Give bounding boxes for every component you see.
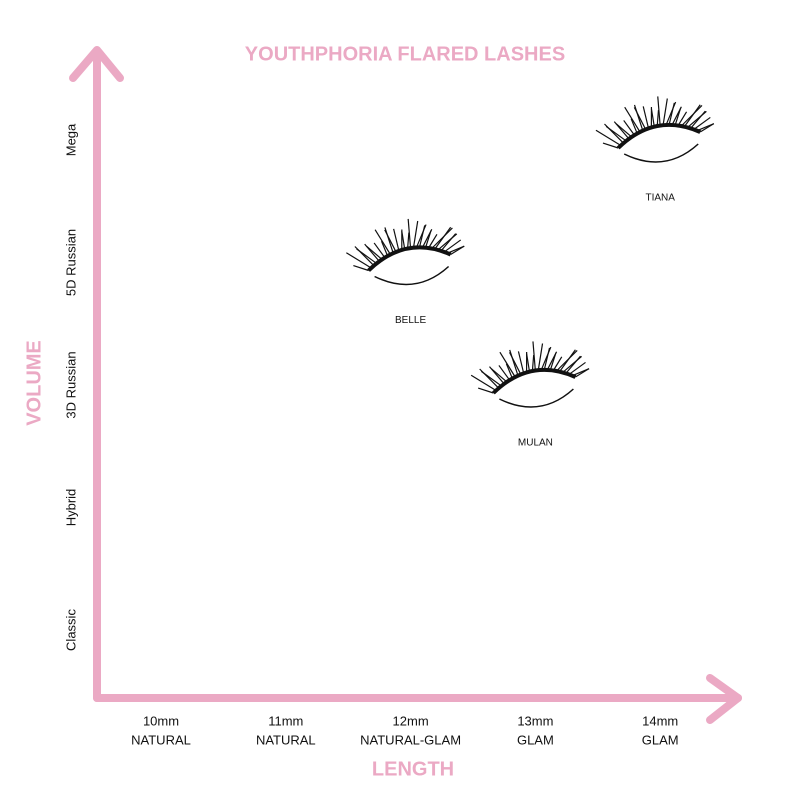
x-tick-label: NATURAL-GLAM (360, 732, 461, 747)
lash-strand (443, 239, 462, 253)
lash-strand (674, 107, 682, 126)
lash-strand (656, 110, 660, 127)
lower-lid (623, 143, 699, 163)
lash-strand (373, 242, 386, 258)
lash-strand (393, 228, 400, 251)
y-tick-label: 5D Russian (63, 229, 78, 296)
lash-strand (549, 352, 557, 371)
lash-strand (418, 225, 426, 248)
lash-strand (407, 232, 410, 249)
lash-strand (434, 226, 452, 250)
lash-strand (407, 218, 412, 249)
x-tick-label: 14mm (642, 713, 678, 728)
lash-strand (605, 125, 627, 142)
lash-point (470, 341, 590, 408)
lash-strand (595, 129, 622, 147)
lash-strand (630, 118, 638, 134)
lower-lid (374, 265, 450, 286)
x-tick-label: 10mm (143, 713, 179, 728)
lash-strand (499, 351, 516, 378)
lash-strand (693, 116, 711, 130)
lash-strand (490, 368, 508, 383)
lash-strand (633, 107, 647, 130)
lash-strand (374, 229, 391, 255)
y-tick-label: Mega (63, 123, 78, 156)
lash-strand (366, 245, 383, 260)
lash-strand (568, 361, 586, 375)
lash-point (346, 218, 465, 286)
y-tick-label: Hybrid (63, 489, 78, 527)
lash-strand (602, 142, 619, 149)
lash-strand (537, 343, 544, 371)
lash-strand (412, 220, 419, 248)
lash-strand (559, 349, 576, 372)
x-arrow (706, 674, 742, 724)
lash-strand (346, 252, 372, 269)
lash-strand (380, 240, 389, 257)
lash-strand (428, 234, 438, 249)
lash-strand (683, 104, 701, 127)
lash-strand (401, 231, 406, 250)
lash-strand (532, 341, 536, 371)
lash-strand (543, 347, 551, 370)
x-axis-label: LENGTH (372, 758, 454, 780)
x-tick-label: GLAM (642, 732, 679, 747)
x-tick-label: NATURAL (131, 732, 191, 747)
lash-strand (623, 120, 635, 136)
lash-strand (384, 227, 394, 254)
lash-strand (353, 265, 369, 272)
lash-strand (690, 110, 706, 129)
x-tick-label: GLAM (517, 732, 554, 747)
lash-strand (498, 365, 511, 381)
x-tick-label: 13mm (517, 713, 553, 728)
lash-strand (531, 355, 535, 372)
x-tick-label: NATURAL (256, 732, 316, 747)
x-tick-label: 11mm (268, 713, 303, 728)
lash-strand (517, 351, 525, 374)
lash-strand (384, 229, 397, 253)
axes (69, 46, 742, 724)
point-label: BELLE (395, 315, 426, 326)
lash-strand (477, 387, 494, 394)
y-tick-label: 3D Russian (63, 351, 78, 418)
point-label: MULAN (518, 438, 553, 449)
lash-strand (642, 106, 650, 129)
y-tick-label: Classic (63, 609, 78, 651)
lash-strand (565, 355, 581, 374)
lash-strand (657, 96, 661, 126)
lash-strand (662, 98, 668, 126)
lash-strand (356, 248, 377, 264)
chart-title: YOUTHPHORIA FLARED LASHES (245, 43, 565, 65)
lash-strand (575, 368, 590, 378)
y-arrow (69, 46, 124, 82)
lash-strand (470, 374, 497, 392)
lash-strand (526, 353, 531, 372)
lash-strand (552, 356, 563, 371)
lash-strand (668, 102, 675, 125)
lash-strand (505, 363, 513, 379)
lash-strand (450, 245, 465, 256)
lash-strand (440, 233, 457, 252)
lash-strand (624, 106, 641, 133)
lash-strand (480, 370, 502, 387)
lower-lid (499, 388, 574, 408)
lash-point (595, 96, 715, 163)
lash-strand (508, 352, 522, 375)
lash-strand (677, 111, 688, 126)
lash-strand (650, 108, 655, 127)
lash-strand (615, 123, 633, 138)
x-tick-label: 12mm (393, 713, 429, 728)
y-axis-label: VOLUME (23, 340, 45, 426)
point-label: TIANA (645, 193, 675, 204)
lash-strand (699, 123, 715, 133)
lash-strand (424, 230, 432, 248)
lash-strand (509, 349, 519, 376)
lash-strand (633, 104, 644, 131)
